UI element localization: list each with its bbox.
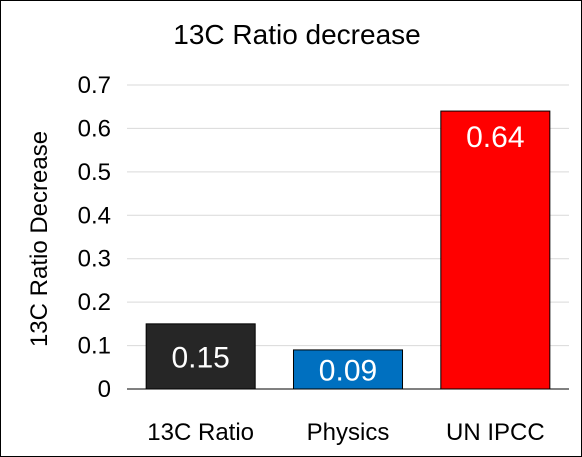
y-tick-label: 0.5 [78, 159, 111, 186]
gridlines [127, 84, 569, 347]
x-category-label: Physics [307, 419, 390, 446]
y-tick-label: 0.4 [78, 202, 111, 229]
y-tick-label: 0.2 [78, 289, 111, 316]
y-axis-ticks: 0 0.1 0.2 0.3 0.4 0.5 0.6 0.7 [78, 72, 111, 403]
bar [440, 110, 551, 390]
y-tick-label: 0.6 [78, 115, 111, 142]
y-tick-label: 0.3 [78, 246, 111, 273]
data-labels: 0.15 0.09 0.64 [171, 121, 524, 387]
data-label: 0.15 [171, 341, 229, 374]
y-tick-label: 0 [98, 376, 111, 403]
x-axis-categories: 13C Ratio Physics UN IPCC [147, 419, 544, 446]
x-category-label: UN IPCC [446, 419, 545, 446]
bars [145, 110, 551, 390]
chart-title: 13C Ratio decrease [173, 19, 420, 50]
y-tick-label: 0.7 [78, 72, 111, 99]
data-label: 0.64 [466, 121, 524, 154]
y-axis-title: 13C Ratio Decrease [26, 131, 53, 347]
bar [292, 349, 404, 390]
y-tick-label: 0.1 [78, 333, 111, 360]
data-label: 0.09 [319, 354, 377, 387]
x-category-label: 13C Ratio [147, 419, 254, 446]
